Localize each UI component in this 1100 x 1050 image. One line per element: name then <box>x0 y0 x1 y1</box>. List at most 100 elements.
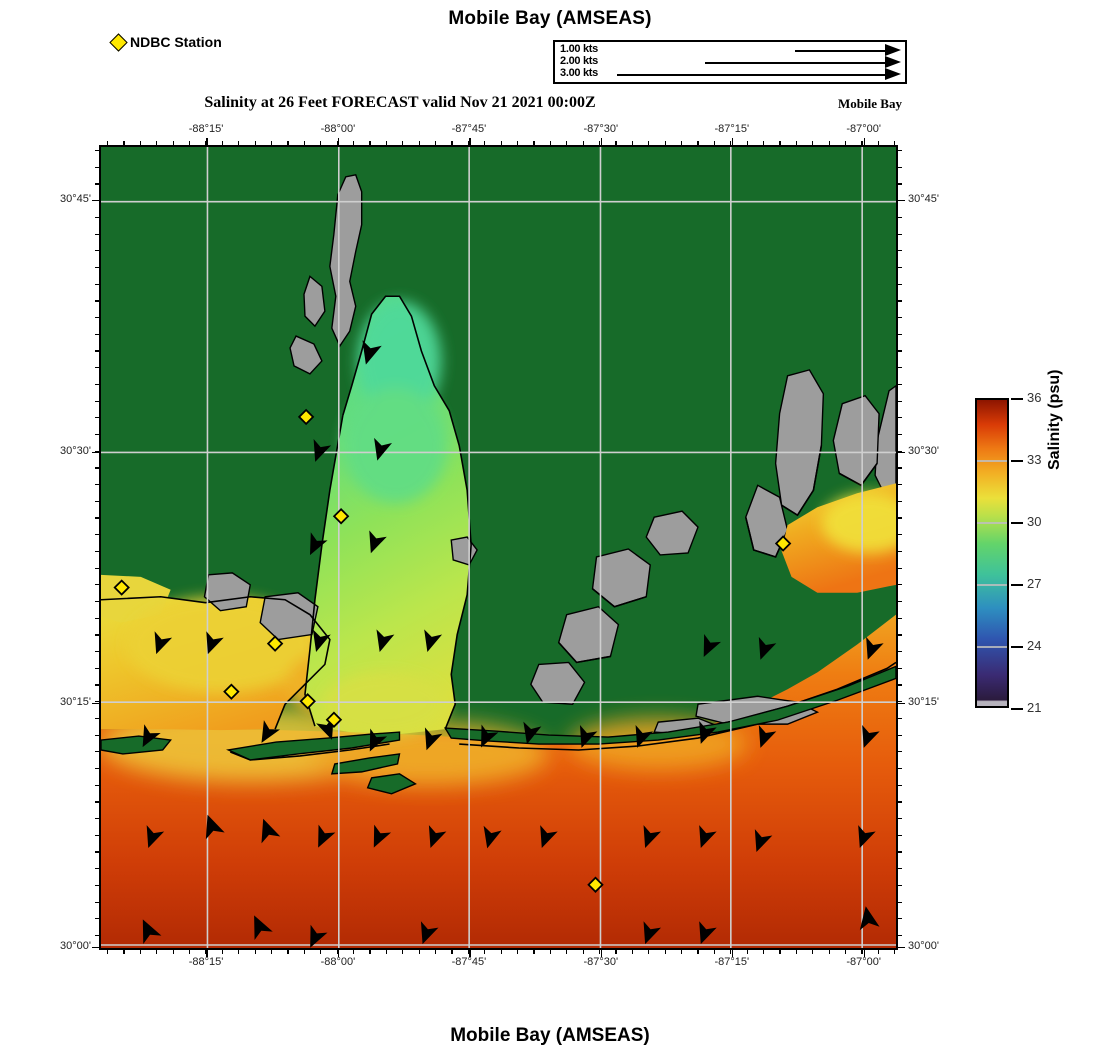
x-axis-minor-tick <box>812 141 814 145</box>
y-axis-minor-tick <box>898 150 902 152</box>
y-axis-label-left: 30°45' <box>60 192 91 205</box>
x-axis-label-bottom: -88°15' <box>188 956 224 968</box>
y-axis-minor-tick <box>95 150 99 152</box>
y-axis-label-left: 30°00' <box>60 939 91 952</box>
y-axis-minor-tick <box>898 283 902 285</box>
x-axis-minor-tick <box>599 141 601 145</box>
current-vector-arrow <box>703 634 722 657</box>
x-axis-minor-tick <box>435 141 437 145</box>
x-axis-major-tick <box>337 950 340 957</box>
y-axis-minor-tick <box>898 818 902 820</box>
y-axis-minor-tick <box>95 734 99 736</box>
y-axis-major-tick <box>92 946 99 949</box>
ndbc-station-marker[interactable] <box>297 408 315 426</box>
y-axis-minor-tick <box>95 266 99 269</box>
current-vector-arrow <box>318 824 336 848</box>
y-axis-minor-tick <box>898 216 902 219</box>
x-axis-label-bottom: -87°15' <box>714 956 750 968</box>
x-axis-minor-tick <box>697 141 699 145</box>
ndbc-station-marker[interactable] <box>587 876 604 893</box>
current-vector-arrow <box>858 825 876 849</box>
y-axis-minor-tick <box>898 684 902 686</box>
x-axis-minor-tick <box>451 141 453 145</box>
x-axis-minor-tick <box>828 141 830 145</box>
y-axis-minor-tick <box>95 784 99 786</box>
colorbar-tick-label: 36 <box>1027 390 1042 405</box>
y-axis-minor-tick <box>898 183 902 185</box>
x-axis-minor-tick <box>845 141 847 145</box>
velocity-scale-label: 1.00 kts <box>560 43 598 55</box>
velocity-scale-row: 2.00 kts <box>555 55 905 69</box>
x-axis-minor-tick <box>156 141 158 145</box>
colorbar-tick-label: 27 <box>1027 576 1042 591</box>
ndbc-station-marker[interactable] <box>266 635 284 652</box>
salinity-map[interactable] <box>99 145 898 950</box>
x-axis-minor-tick <box>877 950 880 954</box>
current-vector-arrow <box>424 629 443 653</box>
x-axis-major-tick <box>731 138 734 145</box>
x-axis-minor-tick <box>156 950 158 954</box>
current-vector-arrow <box>376 629 395 653</box>
x-axis-minor-tick <box>271 950 273 954</box>
ndbc-station-marker[interactable] <box>774 535 792 552</box>
ndbc-station-marker[interactable] <box>299 693 316 710</box>
x-axis-label-top: -87°30' <box>583 123 619 135</box>
x-axis-minor-tick <box>615 141 617 145</box>
x-axis-minor-tick <box>254 141 256 145</box>
x-axis-minor-tick <box>205 141 207 145</box>
ndbc-station-marker[interactable] <box>223 683 240 700</box>
current-vector-arrow <box>424 727 443 751</box>
y-axis-minor-tick <box>898 701 902 703</box>
y-axis-label-left: 30°30' <box>60 444 91 457</box>
x-axis-label-bottom: -87°30' <box>583 956 619 968</box>
y-axis-minor-tick <box>898 868 902 870</box>
velocity-scale-label: 2.00 kts <box>560 55 598 67</box>
y-axis-minor-tick <box>95 550 99 553</box>
y-axis-minor-tick <box>898 300 902 302</box>
ndbc-station-layer[interactable] <box>113 408 792 893</box>
x-axis-minor-tick <box>566 141 568 145</box>
x-axis-minor-tick <box>221 141 224 145</box>
ndbc-station-marker[interactable] <box>113 579 130 596</box>
y-axis-minor-tick <box>898 884 902 887</box>
y-axis-minor-tick <box>898 751 902 753</box>
y-axis-minor-tick <box>898 517 902 519</box>
current-vector-arrow <box>758 636 777 660</box>
y-axis-minor-tick <box>898 250 902 252</box>
current-vector-arrow <box>699 721 717 744</box>
current-vector-arrow <box>313 439 332 462</box>
current-vector-arrow <box>369 530 387 554</box>
x-axis-major-tick <box>337 138 340 145</box>
x-axis-minor-tick <box>648 950 650 954</box>
x-axis-major-tick <box>468 138 471 145</box>
y-axis-label-right: 30°45' <box>908 192 939 205</box>
x-axis-minor-tick <box>238 950 240 954</box>
y-axis-minor-tick <box>95 534 99 536</box>
x-axis-minor-tick <box>500 141 502 145</box>
no-data-estuary-areas <box>203 174 896 735</box>
y-axis-minor-tick <box>95 684 99 686</box>
colorbar[interactable]: 36 33 30 27 24 21 <box>975 390 1041 715</box>
x-axis-minor-tick <box>566 950 568 954</box>
x-axis-minor-tick <box>107 141 109 145</box>
y-axis-minor-tick <box>95 517 99 519</box>
x-axis-minor-tick <box>730 141 732 145</box>
current-vector-arrow <box>206 631 224 655</box>
x-axis-minor-tick <box>451 950 453 954</box>
ndbc-station-marker[interactable] <box>332 508 350 525</box>
y-axis-minor-tick <box>898 383 902 386</box>
x-axis-minor-tick <box>533 950 535 954</box>
y-axis-label-left: 30°15' <box>60 695 91 708</box>
x-axis-minor-tick <box>615 950 617 954</box>
y-axis-minor-tick <box>95 250 99 252</box>
velocity-scale-arrowhead <box>885 68 901 80</box>
y-axis-major-tick <box>898 702 905 705</box>
ndbc-station-legend-label: NDBC Station <box>130 34 222 50</box>
x-axis-major-tick <box>731 950 734 957</box>
x-axis-major-tick <box>206 138 208 145</box>
x-axis-label-bottom: -88°00' <box>320 956 356 968</box>
velocity-scale-arrowhead <box>885 44 901 56</box>
colorbar-tick <box>1011 460 1023 462</box>
x-axis-minor-tick <box>517 141 519 145</box>
ndbc-station-marker[interactable] <box>325 711 343 728</box>
